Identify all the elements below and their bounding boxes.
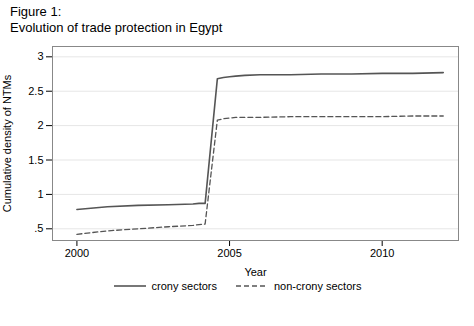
svg-text:2005: 2005 (217, 247, 241, 259)
svg-text:3: 3 (37, 50, 43, 62)
svg-text:.5: .5 (34, 222, 43, 234)
html-text:Figure 1:: Figure 1: (10, 4, 62, 19)
svg-text:2: 2 (37, 119, 43, 131)
svg-text:1.5: 1.5 (28, 154, 43, 166)
html-text:non-crony sectors: non-crony sectors (274, 280, 362, 292)
svg-text:1: 1 (37, 188, 43, 200)
svg-text:2000: 2000 (65, 247, 89, 259)
svg-text:Year: Year (244, 266, 267, 278)
html-text:Evolution of trade protection: Evolution of trade protection in Egypt (10, 20, 223, 35)
svg-text:2.5: 2.5 (28, 85, 43, 97)
svg-text:2010: 2010 (370, 247, 394, 259)
html-text:crony sectors: crony sectors (151, 280, 217, 292)
svg-text:Cumulative density of NTMs: Cumulative density of NTMs (1, 74, 13, 212)
